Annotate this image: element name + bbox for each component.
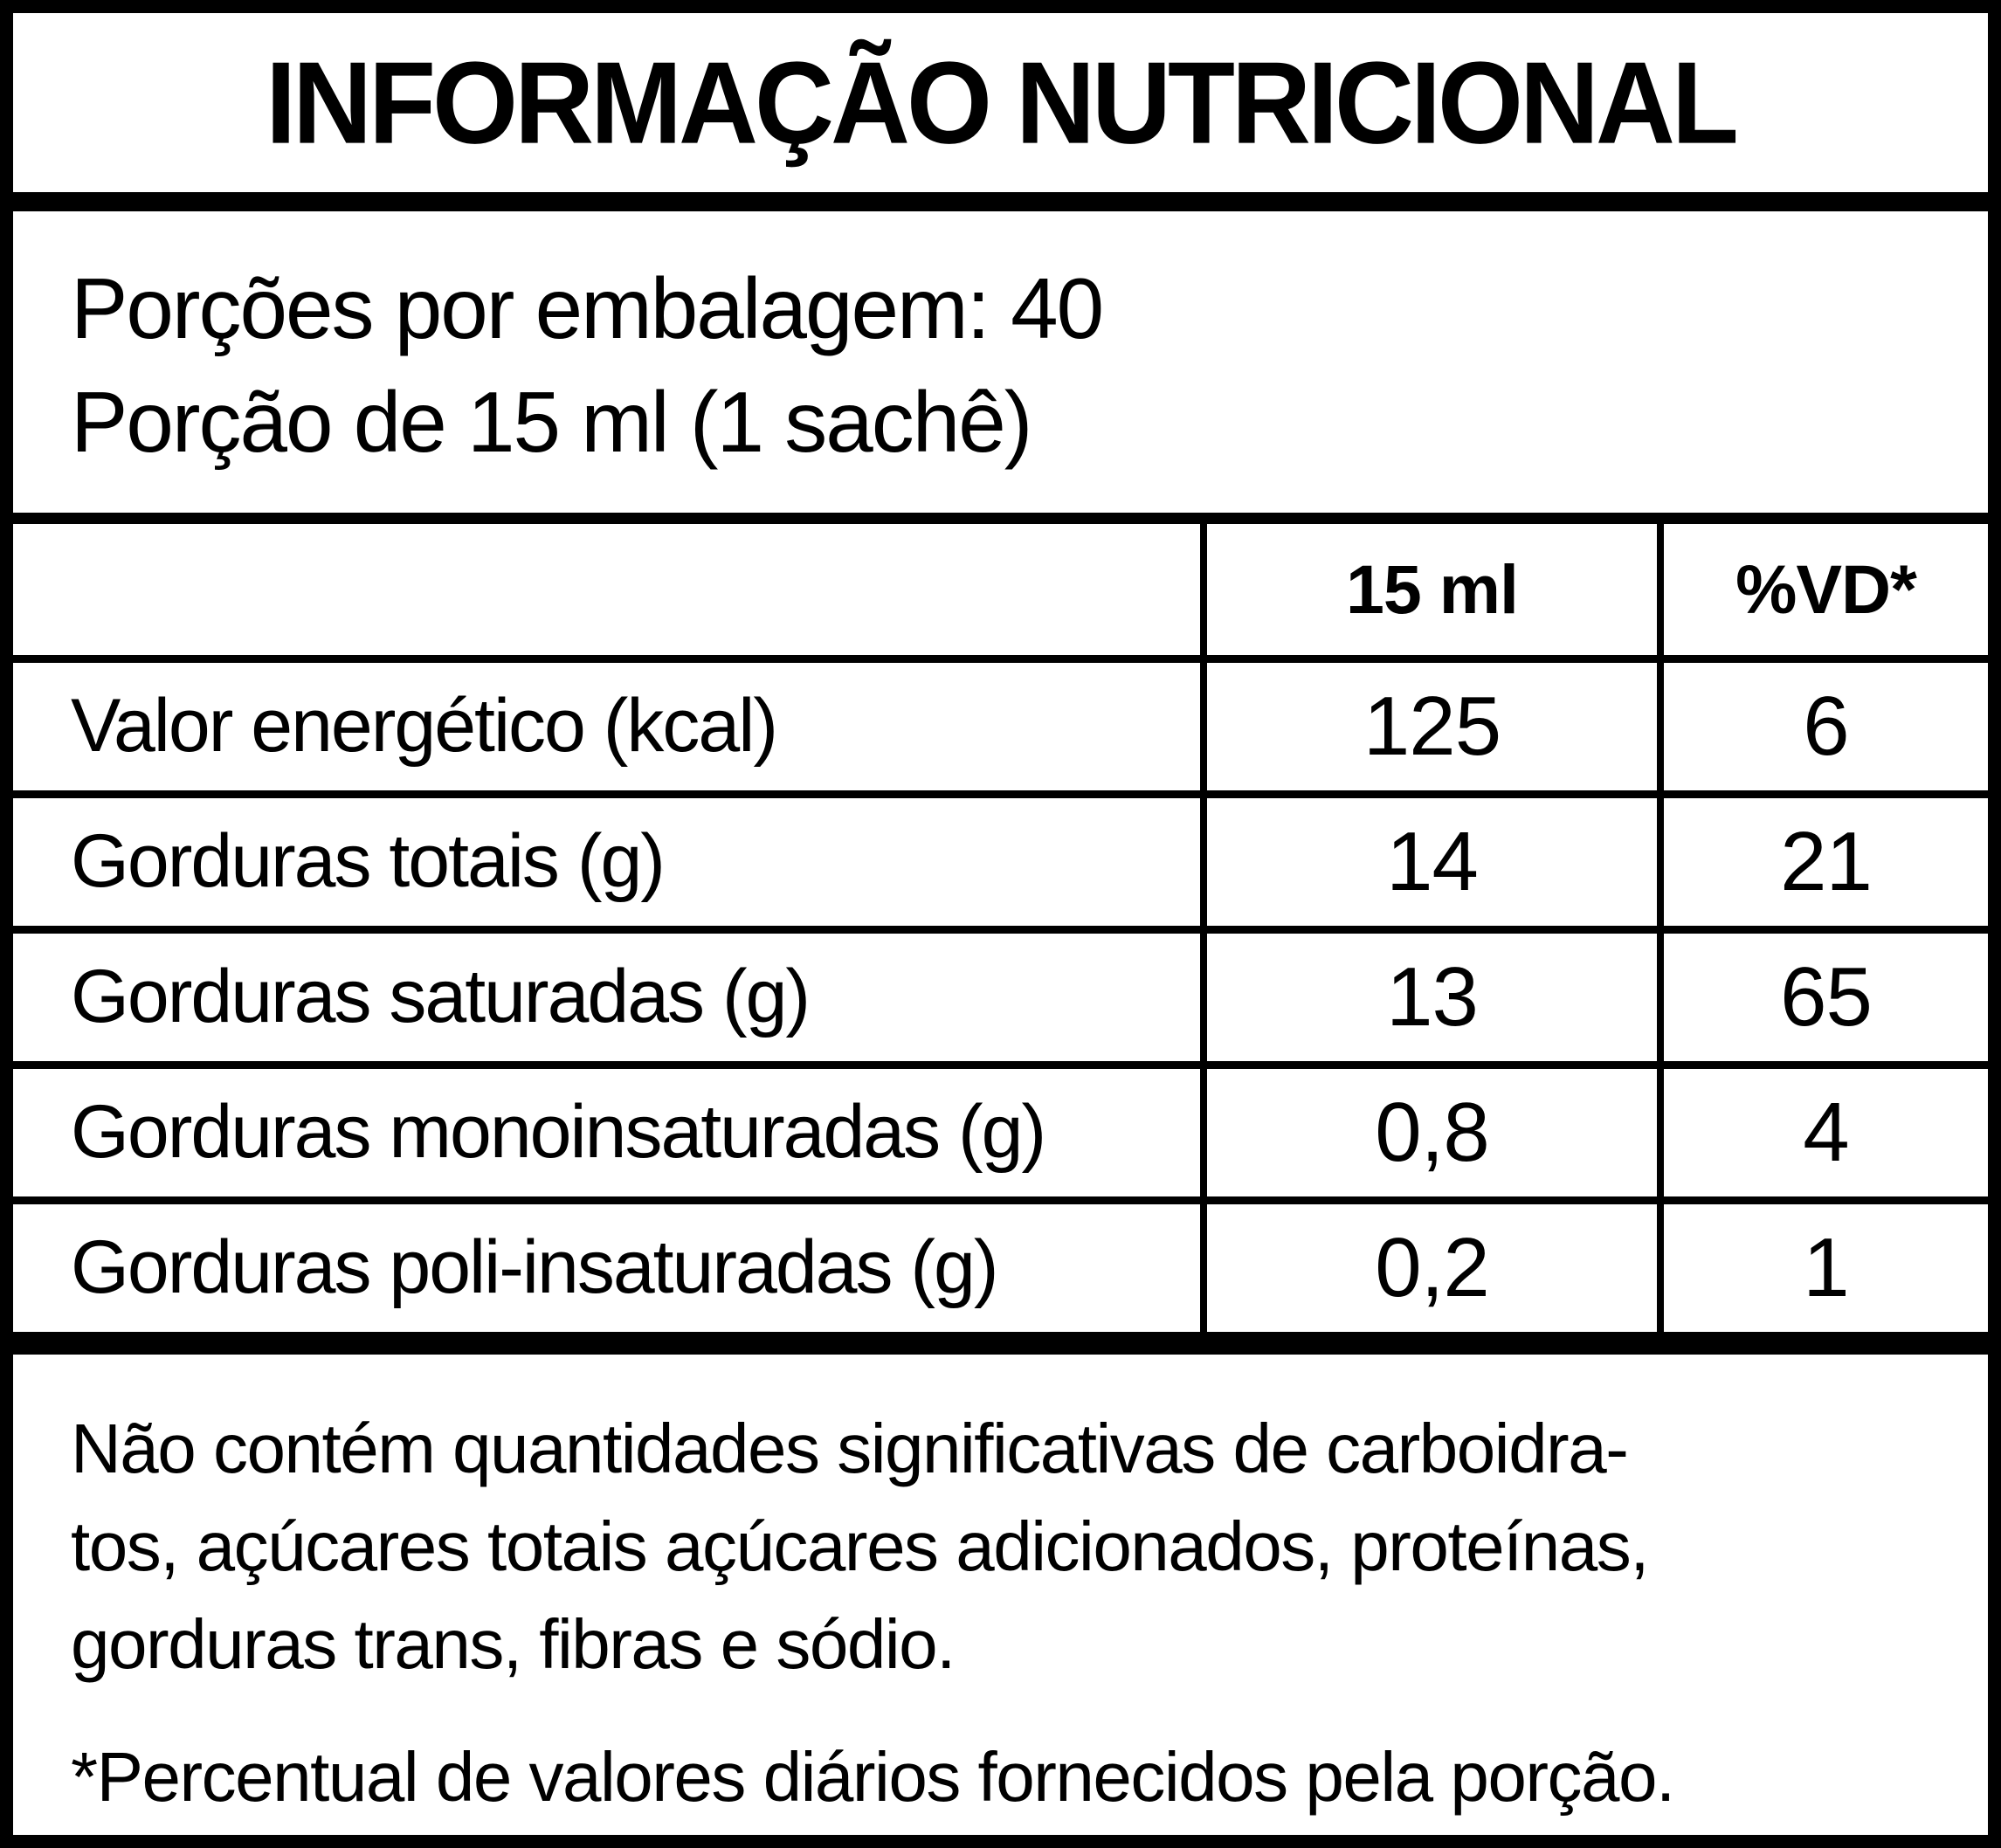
amount-value: 125 [1200, 662, 1657, 790]
daily-values-note: *Percentual de valores diários fornecido… [71, 1737, 1675, 1816]
title-bar: INFORMAÇÃO NUTRICIONAL [13, 13, 1988, 211]
table-header-row: 15 ml %VD* [13, 523, 1988, 655]
paragraph-line: tos, açúcares totais açúcares adicionado… [71, 1507, 1650, 1585]
footer: Não contém quantidades significativas de… [13, 1355, 1988, 1835]
table-row: Gorduras totais (g) 14 21 [13, 790, 1988, 926]
serving-info: Porções por embalagem: 40 Porção de 15 m… [13, 211, 1988, 513]
amount-value: 14 [1200, 797, 1657, 926]
table-footer-divider [13, 1331, 1988, 1355]
amount-value: 13 [1200, 933, 1657, 1061]
amount-value: 0,2 [1200, 1203, 1657, 1332]
dv-value: 6 [1657, 662, 1988, 790]
nutrient-name: Gorduras poli-insaturadas (g) [71, 1225, 999, 1310]
nutrition-table: 15 ml %VD* Valor energético (kcal) 125 6… [13, 512, 1988, 1332]
page-title: INFORMAÇÃO NUTRICIONAL [266, 37, 1739, 169]
paragraph-line: gorduras trans, fibras e sódio. [71, 1604, 956, 1683]
header-amount-column: 15 ml [1200, 523, 1657, 655]
nutrient-name: Gorduras saturadas (g) [71, 955, 811, 1039]
nutrient-name: Valor energético (kcal) [71, 684, 778, 769]
dv-value: 21 [1657, 797, 1988, 926]
dv-value: 1 [1657, 1203, 1988, 1332]
table-row: Gorduras poli-insaturadas (g) 0,2 1 [13, 1196, 1988, 1332]
serving-size: Porção de 15 ml (1 sachê) [71, 374, 1032, 471]
nutrient-name: Gorduras monoinsaturadas (g) [71, 1090, 1046, 1175]
paragraph-line: Não contém quantidades significativas de… [71, 1409, 1629, 1487]
dv-value: 65 [1657, 933, 1988, 1061]
header-dv-column: %VD* [1657, 523, 1988, 655]
table-row: Gorduras monoinsaturadas (g) 0,8 4 [13, 1060, 1988, 1196]
no-significant-amounts-paragraph: Não contém quantidades significativas de… [71, 1400, 1930, 1693]
amount-value: 0,8 [1200, 1068, 1657, 1196]
servings-per-package: Porções por embalagem: 40 [71, 260, 1104, 356]
table-row: Valor energético (kcal) 125 6 [13, 654, 1988, 790]
table-row: Gorduras saturadas (g) 13 65 [13, 925, 1988, 1061]
nutrient-name: Gorduras totais (g) [71, 819, 666, 904]
dv-value: 4 [1657, 1068, 1988, 1196]
header-empty-cell [13, 524, 1200, 655]
